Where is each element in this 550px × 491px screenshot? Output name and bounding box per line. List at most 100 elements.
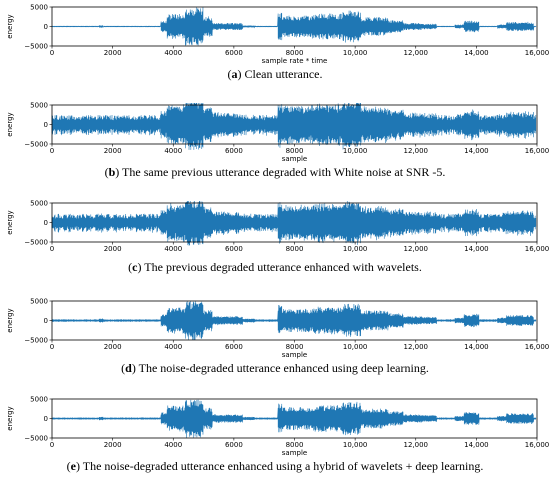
x-tick-label: 8000 [286,147,304,155]
y-tick-label: 0 [44,219,48,227]
x-tick-label: 14,000 [464,147,489,155]
caption-a: (a) Clean utterance. [227,67,323,81]
chart-svg: 0 2000 4000 6000 8000 10,000 12,000 14,000 16,00… [6,199,550,253]
x-tick-label: 10,000 [343,245,368,253]
waveform-panel-a: 0 2000 4000 6000 8000 10,000 12,000 14,000 16,00… [0,3,550,65]
x-tick-label: 14,000 [464,343,489,351]
y-tick-label: 5000 [30,199,48,207]
y-tick-label: 5000 [30,101,48,109]
x-tick-label: 16,000 [525,49,550,57]
caption-a-label: a [231,67,238,81]
chart-svg: 0 2000 4000 6000 8000 10,000 12,000 14,000 16,00… [6,395,550,457]
caption-b-text: The same previous utterance degraded wit… [122,165,446,179]
caption-b-label: b [108,165,116,179]
x-tick-label: 2000 [104,343,122,351]
caption-d-text: The noise-degraded utterance enhanced us… [138,361,429,375]
waveform-series [51,103,537,150]
x-tick-label: 12,000 [404,147,429,155]
y-axis-title: energy [6,14,14,38]
waveform-series [51,7,537,46]
x-tick-label: 10,000 [343,147,368,155]
y-tick-label: 0 [44,121,48,129]
waveform-panel-e: 0 2000 4000 6000 8000 10,000 12,000 14,000 16,00… [0,395,550,457]
x-tick-label: 4000 [164,245,182,253]
x-tick-label: 2000 [104,245,122,253]
x-tick-label: 0 [50,245,54,253]
x-axis-title: sample rate * time [262,57,328,65]
y-tick-label: 5000 [30,395,48,403]
x-tick-label: 8000 [286,245,304,253]
x-tick-label: 6000 [225,343,243,351]
y-tick-label: −5000 [24,336,48,344]
caption-e: (e) The noise-degraded utterance enhance… [66,459,484,473]
x-tick-label: 0 [50,441,54,449]
x-tick-label: 16,000 [525,441,550,449]
caption-c-text: The previous degraded utterance enhanced… [144,260,422,274]
x-tick-label: 6000 [225,441,243,449]
x-tick-label: 8000 [286,49,304,57]
y-tick-label: 0 [44,23,48,31]
waveform-series [51,201,537,246]
caption-c: (c) The previous degraded utterance enha… [128,260,422,274]
x-tick-label: 16,000 [525,343,550,351]
y-axis-title: energy [6,406,14,430]
y-axis-title: energy [6,308,14,332]
caption-b: (b) The same previous utterance degraded… [104,165,446,179]
caption-e-label: e [70,459,76,473]
x-tick-label: 12,000 [404,49,429,57]
caption-d: (d) The noise-degraded utterance enhance… [121,361,429,375]
x-tick-label: 2000 [104,441,122,449]
x-tick-label: 12,000 [404,441,429,449]
y-tick-label: 0 [44,415,48,423]
x-tick-label: 6000 [225,147,243,155]
y-tick-label: −5000 [24,140,48,148]
x-tick-label: 0 [50,147,54,155]
x-tick-label: 2000 [104,49,122,57]
x-tick-label: 14,000 [464,441,489,449]
y-axis-title: energy [6,112,14,136]
waveform-series [51,399,537,439]
chart-svg: 0 2000 4000 6000 8000 10,000 12,000 14,000 16,00… [6,3,550,65]
x-tick-label: 12,000 [404,343,429,351]
y-tick-label: −5000 [24,42,48,50]
x-axis-title: sample [282,155,307,163]
x-tick-label: 10,000 [343,49,368,57]
y-tick-label: −5000 [24,238,48,246]
y-tick-label: 5000 [30,3,48,11]
y-axis-title: energy [6,210,14,234]
x-tick-label: 6000 [225,49,243,57]
waveform-panel-d: 0 2000 4000 6000 8000 10,000 12,000 14,000 16,00… [0,297,550,359]
waveform-series [51,301,537,341]
x-tick-label: 0 [50,49,54,57]
x-tick-label: 14,000 [464,49,489,57]
x-tick-label: 10,000 [343,441,368,449]
x-tick-label: 0 [50,343,54,351]
x-tick-label: 8000 [286,343,304,351]
x-tick-label: 16,000 [525,245,550,253]
x-tick-label: 16,000 [525,147,550,155]
x-axis-title: sample [282,351,307,359]
x-tick-label: 4000 [164,441,182,449]
y-tick-label: 5000 [30,297,48,305]
x-tick-label: 12,000 [404,245,429,253]
chart-svg: 0 2000 4000 6000 8000 10,000 12,000 14,000 16,00… [6,101,550,163]
caption-c-label: c [132,260,138,274]
x-tick-label: 2000 [104,147,122,155]
x-axis-title: sample [282,449,307,457]
x-tick-label: 4000 [164,49,182,57]
x-tick-label: 4000 [164,343,182,351]
x-tick-label: 10,000 [343,343,368,351]
caption-e-text: The noise-degraded utterance enhanced us… [82,459,484,473]
x-tick-label: 4000 [164,147,182,155]
x-tick-label: 8000 [286,441,304,449]
waveform-panel-c: 0 2000 4000 6000 8000 10,000 12,000 14,000 16,00… [0,199,550,253]
x-tick-label: 6000 [225,245,243,253]
y-tick-label: −5000 [24,434,48,442]
chart-svg: 0 2000 4000 6000 8000 10,000 12,000 14,000 16,00… [6,297,550,359]
caption-d-label: d [125,361,132,375]
x-tick-label: 14,000 [464,245,489,253]
waveform-panel-b: 0 2000 4000 6000 8000 10,000 12,000 14,000 16,00… [0,101,550,163]
y-tick-label: 0 [44,317,48,325]
caption-a-text: Clean utterance. [244,67,323,81]
